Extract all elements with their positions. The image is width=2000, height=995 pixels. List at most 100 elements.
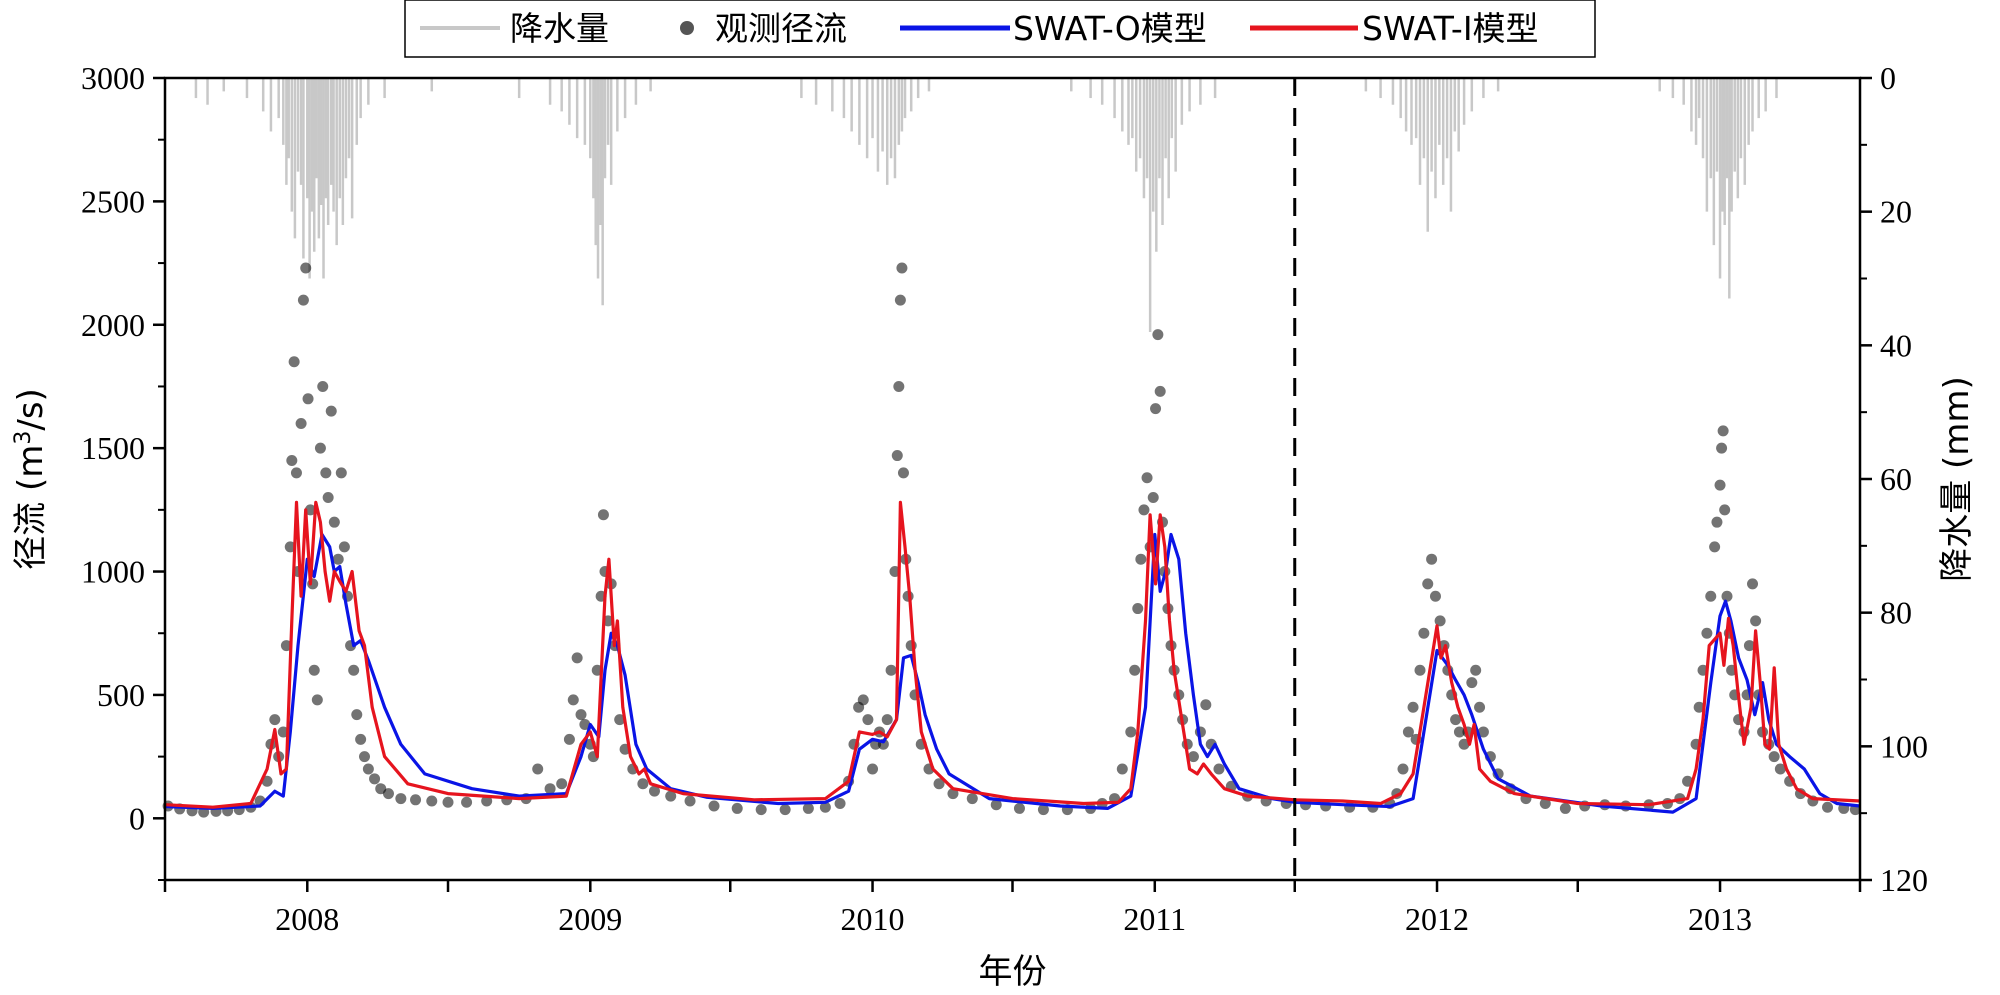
observed-point: [893, 380, 905, 392]
observed-point: [834, 798, 846, 810]
observed-point: [1716, 442, 1728, 454]
observed-point: [567, 694, 579, 706]
y-right-tick-label: 20: [1880, 194, 1912, 230]
y-left-tick-label: 2000: [81, 307, 145, 343]
y-axis-left-title-suffix: /s): [11, 388, 51, 430]
observed-point: [1477, 726, 1489, 738]
legend-observed-label: 观测径流: [715, 9, 847, 48]
observed-point: [280, 640, 292, 652]
observed-point: [684, 795, 696, 807]
y-left-tick-label: 1500: [81, 430, 145, 466]
observed-point: [1402, 726, 1414, 738]
observed-point: [665, 790, 677, 802]
observed-point: [731, 802, 743, 814]
observed-point: [867, 763, 879, 775]
observed-point: [1466, 677, 1478, 689]
observed-point: [894, 294, 906, 306]
observed-point: [1474, 701, 1486, 713]
observed-point: [897, 467, 909, 479]
observed-point: [395, 793, 407, 805]
observed-point: [648, 785, 660, 797]
observed-point: [328, 516, 340, 528]
observed-point: [1414, 664, 1426, 676]
observed-point: [290, 467, 302, 479]
y-right-tick-label: 100: [1880, 728, 1928, 764]
y-right-tick-label: 120: [1880, 862, 1928, 898]
observed-point: [966, 793, 978, 805]
observed-point: [1434, 615, 1446, 627]
observed-point: [362, 763, 374, 775]
observed-point: [304, 504, 316, 516]
observed-point: [1125, 726, 1137, 738]
observed-point: [1135, 553, 1147, 565]
observed-point: [382, 788, 394, 800]
observed-point: [302, 393, 314, 405]
observed-point: [1450, 714, 1462, 726]
observed-point: [802, 802, 814, 814]
observed-point: [990, 799, 1002, 811]
observed-point: [1721, 590, 1733, 602]
observed-point: [297, 294, 309, 306]
x-axis-title: 年份: [979, 952, 1047, 991]
observed-point: [1154, 385, 1166, 397]
observed-point: [1426, 553, 1438, 565]
observed-point: [359, 751, 371, 763]
y-axis-left-title-sup: 3: [11, 431, 36, 445]
observed-point: [1747, 578, 1759, 590]
observed-point: [1418, 627, 1430, 639]
swat-o-line: [164, 532, 1861, 814]
legend-observed-swatch: [680, 21, 694, 35]
y-left-tick-label: 1000: [81, 554, 145, 590]
observed-point: [322, 492, 334, 504]
observed-point: [1470, 664, 1482, 676]
observed-point: [1768, 751, 1780, 763]
observed-point: [1750, 615, 1762, 627]
observed-point: [579, 719, 591, 731]
observed-point: [933, 778, 945, 790]
observed-point: [325, 405, 337, 417]
y-right-tick-label: 0: [1880, 60, 1896, 96]
observed-point: [1774, 763, 1786, 775]
y-left-tick-label: 500: [97, 677, 145, 713]
observed-point: [1709, 541, 1721, 553]
y-left-tick-label: 3000: [81, 60, 145, 96]
observed-point: [1743, 640, 1755, 652]
legend-swat-i-label: SWAT-I模型: [1362, 9, 1539, 48]
simulated-series: [164, 500, 1861, 814]
observed-point: [1213, 763, 1225, 775]
observed-point: [1705, 590, 1717, 602]
observed-point: [571, 652, 583, 664]
observed-point: [308, 664, 320, 676]
observed-point: [426, 795, 438, 807]
observed-point: [532, 763, 544, 775]
observed-point: [819, 801, 831, 813]
observed-point: [857, 694, 869, 706]
observed-point: [442, 796, 454, 808]
observed-point: [286, 454, 298, 466]
observed-point: [1150, 403, 1162, 415]
observed-point: [896, 262, 908, 274]
observed-point: [1559, 802, 1571, 814]
observed-point: [1714, 479, 1726, 491]
observed-point: [1717, 425, 1729, 437]
observed-point: [885, 664, 897, 676]
observed-point: [1152, 329, 1164, 341]
y-left-tick-label: 2500: [81, 183, 145, 219]
y-axis-left-title: 径流 (m3/s): [11, 388, 51, 570]
x-tick-label: 2008: [275, 901, 339, 937]
observed-point: [556, 778, 568, 790]
observed-point: [1397, 763, 1409, 775]
observed-point: [269, 714, 281, 726]
observed-point: [637, 778, 649, 790]
observed-point: [1116, 763, 1128, 775]
observed-point: [335, 467, 347, 479]
y-right-tick-label: 60: [1880, 461, 1912, 497]
observed-point: [1719, 504, 1731, 516]
y-right-tick-label: 40: [1880, 327, 1912, 363]
observed-point: [1822, 801, 1834, 813]
observed-point: [708, 800, 720, 812]
observed-point: [614, 714, 626, 726]
observed-point: [348, 664, 360, 676]
observed-point: [1429, 590, 1441, 602]
